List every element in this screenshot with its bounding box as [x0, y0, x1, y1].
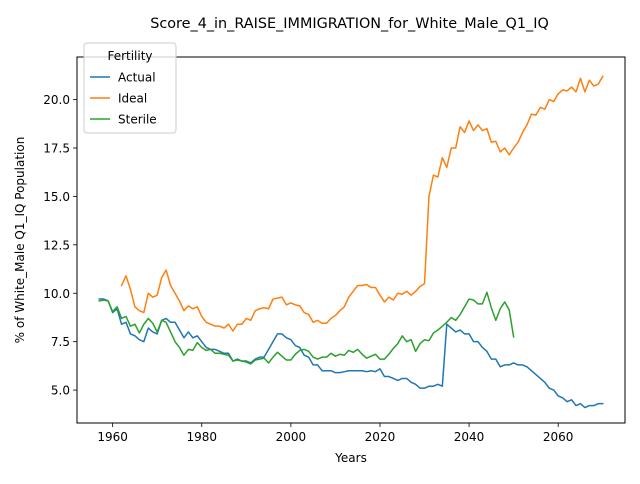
- chart-title: Score_4_in_RAISE_IMMIGRATION_for_White_M…: [150, 16, 549, 32]
- legend-label-sterile: Sterile: [118, 113, 157, 127]
- y-tick-label: 15.0: [43, 190, 70, 204]
- x-tick-label: 2040: [454, 430, 485, 444]
- y-tick-label: 20.0: [43, 93, 70, 107]
- series-line-actual: [98, 298, 604, 409]
- x-axis: 1960 1980 2000 2020 2040 2060: [97, 423, 573, 444]
- legend-frame: [83, 42, 177, 134]
- x-tick-label: 2060: [543, 430, 574, 444]
- y-tick-label: 10.0: [43, 287, 70, 301]
- series-line-sterile: [98, 291, 515, 365]
- x-tick-label: 2000: [276, 430, 307, 444]
- x-tick-label: 1980: [186, 430, 217, 444]
- series-group: [98, 75, 604, 409]
- y-tick-label: 12.5: [43, 238, 70, 252]
- x-tick-label: 1960: [97, 430, 128, 444]
- series-line-ideal: [120, 75, 604, 332]
- plot-frame: [76, 56, 626, 424]
- y-tick-label: 7.5: [51, 335, 70, 349]
- legend-label-actual: Actual: [118, 71, 156, 85]
- legend: Fertility Actual Ideal Sterile: [83, 42, 177, 134]
- legend-title: Fertility: [107, 49, 152, 63]
- y-tick-label: 17.5: [43, 142, 70, 156]
- x-axis-label: Years: [334, 451, 367, 465]
- legend-label-ideal: Ideal: [118, 92, 147, 106]
- y-tick-label: 5.0: [51, 384, 70, 398]
- x-tick-label: 2020: [365, 430, 396, 444]
- y-axis-label: % of White_Male Q1_IQ Population: [13, 137, 27, 344]
- y-axis: 5.0 7.5 10.0 12.5 15.0 17.5 20.0: [43, 93, 77, 398]
